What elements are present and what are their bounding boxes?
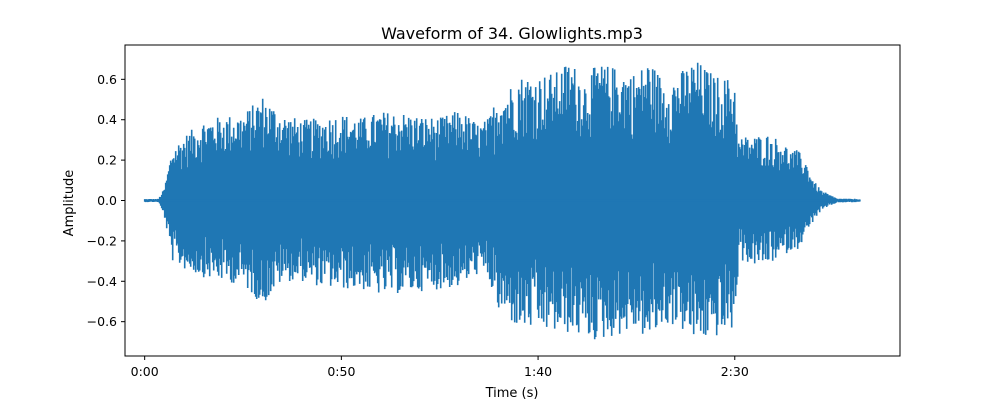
y-tick-label: 0.0 [97, 193, 117, 208]
y-tick-label: 0.4 [97, 112, 117, 127]
y-tick-label: −0.4 [87, 274, 117, 289]
y-tick-label: 0.6 [97, 72, 117, 87]
y-tick-label: −0.6 [87, 314, 117, 329]
y-axis-label: Amplitude [62, 170, 77, 237]
x-tick-label: 0:50 [327, 364, 355, 379]
plot-area [143, 62, 861, 340]
x-tick-label: 2:30 [721, 364, 749, 379]
x-tick-label: 0:00 [131, 364, 159, 379]
x-tick-label: 1:40 [524, 364, 552, 379]
y-tick-label: −0.2 [87, 233, 117, 248]
chart-title: Waveform of 34. Glowlights.mp3 [381, 24, 643, 43]
x-axis-label: Time (s) [485, 386, 539, 400]
y-tick-label: 0.2 [97, 153, 117, 168]
axes: 0:00 0:50 1:40 2:30 0.6 0.4 0.2 0.0 −0.2 −0.4 −0.6 [87, 44, 901, 379]
